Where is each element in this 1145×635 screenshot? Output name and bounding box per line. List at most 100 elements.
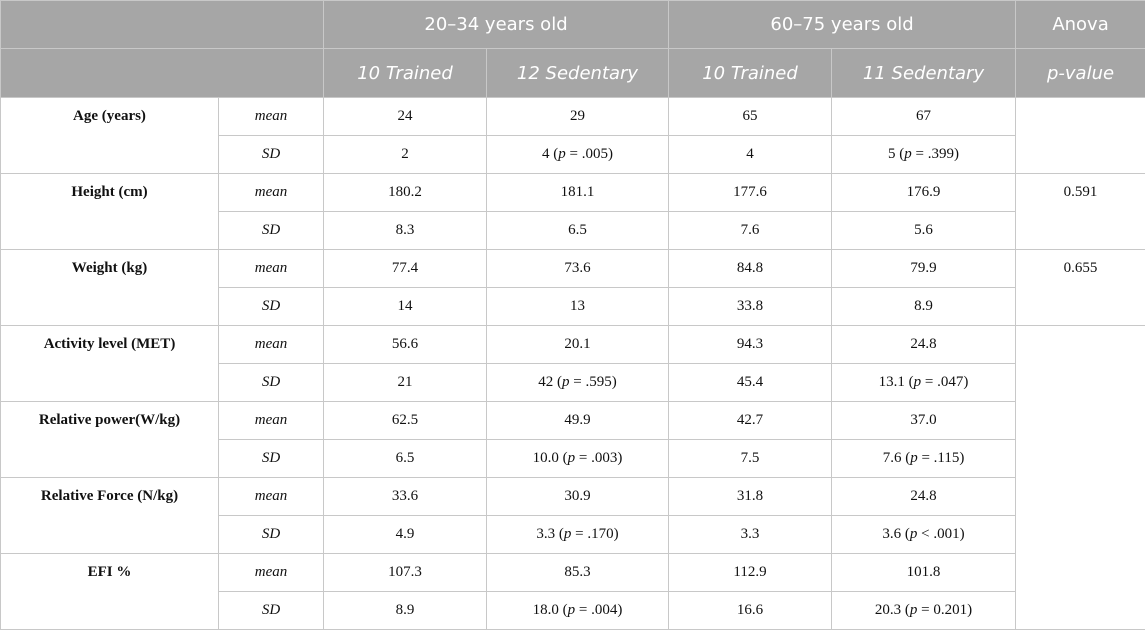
cell: 21 (323, 363, 487, 402)
cell-with-p: 20.3 (p = 0.201) (831, 591, 1017, 630)
stat-label: mean (218, 553, 324, 592)
cell: 24 (323, 97, 487, 136)
cell-with-p: 3.6 (p < .001) (831, 515, 1017, 554)
cell-value: 5 (888, 146, 896, 162)
cell-with-p: 5 (p = .399) (831, 135, 1017, 174)
cell: 13 (485, 287, 670, 326)
cell-with-p: 42 (p = .595) (485, 363, 670, 402)
variable-label: Relative Force (N/kg) (0, 477, 219, 554)
cell: 181.1 (485, 173, 670, 212)
cell-with-p: 10.0 (p = .003) (485, 439, 670, 478)
table-row: SD 14 13 33.8 8.9 (1, 287, 1145, 326)
cell: 2 (323, 135, 487, 174)
stat-label: mean (218, 173, 324, 212)
p-value: .001 (933, 526, 960, 542)
cell: 8.9 (831, 287, 1017, 326)
stat-label: SD (218, 135, 324, 174)
cell-value: 3.6 (882, 526, 902, 542)
cell: 7.6 (668, 211, 833, 250)
anova-cell (1015, 97, 1145, 174)
cell: 177.6 (668, 173, 833, 212)
anova-cell: 0.655 (1015, 249, 1145, 326)
sub-header: 10 Trained (668, 48, 833, 98)
cell: 31.8 (668, 477, 833, 516)
cell: 176.9 (831, 173, 1017, 212)
p-value: .047 (937, 374, 964, 390)
table-row: Weight (kg) mean 77.4 73.6 84.8 79.9 0.6… (0, 249, 1145, 326)
stat-label: SD (218, 439, 324, 478)
cell: 107.3 (323, 553, 487, 592)
p-value: .005 (581, 146, 608, 162)
stat-label: SD (218, 287, 324, 326)
cell: 33.8 (668, 287, 833, 326)
sub-header: 10 Trained (323, 48, 487, 98)
table-row: SD 4.9 3.3 (p = .170) 3.3 3.6 (p < .001) (1, 515, 1145, 554)
cell-value: 42 (538, 374, 554, 390)
cell: 8.3 (323, 211, 487, 250)
table-row: Height (cm) mean 180.2 181.1 177.6 176.9… (0, 173, 1145, 250)
header-blank (0, 0, 324, 49)
stat-label: SD (218, 211, 324, 250)
pvalue-header: p-value (1015, 48, 1145, 98)
cell-value: 10.0 (532, 450, 559, 466)
table-row: Activity level (MET) mean 56.6 20.1 94.3… (0, 325, 1145, 630)
cell: 94.3 (668, 325, 833, 364)
cell: 37.0 (831, 401, 1017, 440)
cell-value: 7.6 (882, 450, 902, 466)
cell-with-p: 4 (p = .005) (485, 135, 670, 174)
cell: 45.4 (668, 363, 833, 402)
cell: 56.6 (323, 325, 487, 364)
table-row: SD 2 4 (p = .005) 4 5 (p = .399) (1, 135, 1145, 174)
cell: 85.3 (485, 553, 670, 592)
cell: 101.8 (831, 553, 1017, 592)
p-value: .595 (585, 374, 612, 390)
cell: 29 (485, 97, 670, 136)
variable-label: Age (years) (0, 97, 219, 174)
p-operator: < (921, 526, 930, 542)
cell: 4 (668, 135, 833, 174)
table-row: SD 21 42 (p = .595) 45.4 13.1 (p = .047) (1, 363, 1145, 402)
cell-with-p: 13.1 (p = .047) (831, 363, 1017, 402)
group1-header: 20–34 years old (322, 0, 670, 49)
variable-label: Activity level (MET) (0, 325, 219, 402)
header-blank-2 (0, 48, 324, 98)
variable-label: Relative power(W/kg) (0, 401, 219, 478)
cell-value: 18.0 (532, 602, 559, 618)
stat-label: mean (218, 249, 324, 288)
cell: 112.9 (668, 553, 833, 592)
cell: 73.6 (485, 249, 670, 288)
cell: 7.5 (668, 439, 833, 478)
cell: 4.9 (323, 515, 487, 554)
cell-with-p: 7.6 (p = .115) (831, 439, 1017, 478)
cell: 67 (831, 97, 1017, 136)
cell-value: 13.1 (878, 374, 905, 390)
variable-label: Weight (kg) (0, 249, 219, 326)
anova-cell: 0.591 (1015, 173, 1145, 250)
cell-value: 3.3 (536, 526, 556, 542)
p-value: .170 (587, 526, 614, 542)
stat-label: mean (218, 477, 324, 516)
anova-header: Anova (1015, 0, 1145, 49)
p-value: 0.201 (933, 602, 968, 618)
cell-value: 4 (542, 146, 550, 162)
cell: 24.8 (831, 477, 1017, 516)
p-value: .399 (927, 146, 954, 162)
cell: 77.4 (323, 249, 487, 288)
cell: 3.3 (668, 515, 833, 554)
cell: 79.9 (831, 249, 1017, 288)
cell: 42.7 (668, 401, 833, 440)
table-row: SD 8.9 18.0 (p = .004) 16.6 20.3 (p = 0.… (1, 591, 1145, 630)
cell-with-p: 18.0 (p = .004) (485, 591, 670, 630)
stat-label: mean (218, 401, 324, 440)
cell: 30.9 (485, 477, 670, 516)
cell: 20.1 (485, 325, 670, 364)
table-row: Relative Force (N/kg) mean 33.6 30.9 31.… (0, 477, 1145, 554)
cell: 180.2 (323, 173, 487, 212)
cell: 33.6 (323, 477, 487, 516)
cell: 49.9 (485, 401, 670, 440)
table-row: SD 8.3 6.5 7.6 5.6 (1, 211, 1145, 250)
table-row: Age (years) mean 24 29 65 67 (0, 97, 1145, 174)
cell: 16.6 (668, 591, 833, 630)
stat-label: SD (218, 591, 324, 630)
